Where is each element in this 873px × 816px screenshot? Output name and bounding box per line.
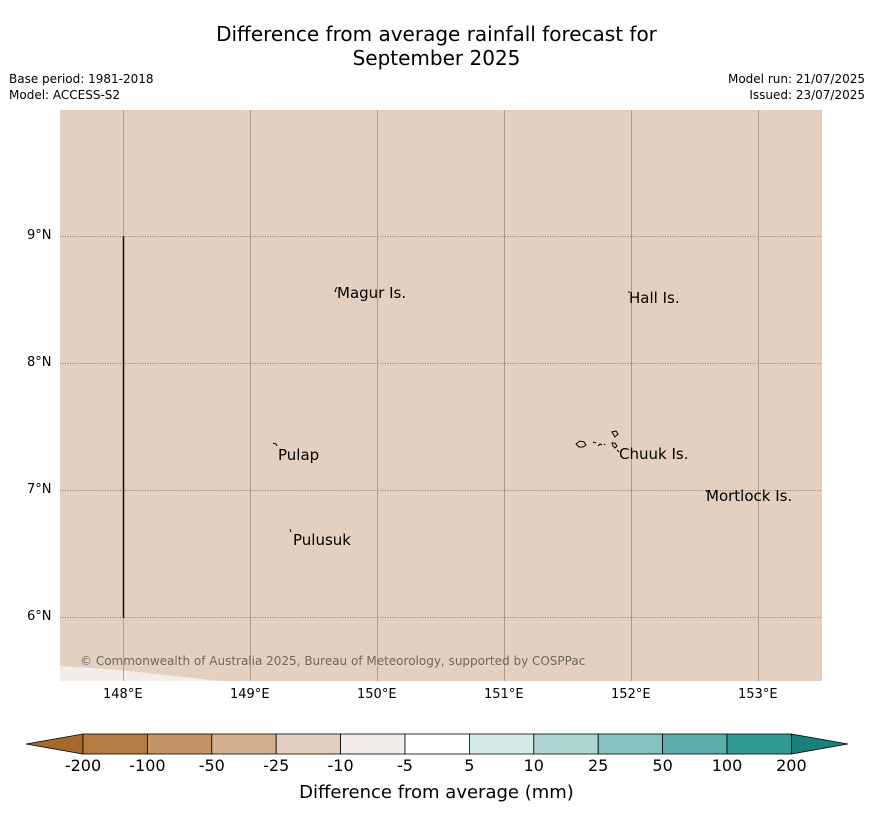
colorbar-label: Difference from average (mm) <box>299 782 574 803</box>
lat-label-6n: 6°N <box>27 609 52 624</box>
meta-right: Model run: 21/07/2025 Issued: 23/07/2025 <box>728 71 865 103</box>
place-pulusuk: Pulusuk <box>293 531 351 549</box>
meta-left: Base period: 1981-2018 Model: ACCESS-S2 <box>9 71 154 103</box>
place-pulap: Pulap <box>278 446 320 464</box>
issued-date: Issued: 23/07/2025 <box>749 88 865 102</box>
colorbar-tick-label: 200 <box>776 756 807 775</box>
colorbar-box <box>533 733 599 755</box>
lon-label-149e: 149°E <box>230 687 270 702</box>
colorbar-tick-label: 100 <box>711 756 743 775</box>
colorbar-box <box>726 733 792 755</box>
place-mortlock-is: Mortlock Is. <box>706 487 793 505</box>
lighter-rainfall-region <box>60 666 220 681</box>
map-graphics <box>60 110 822 681</box>
lon-label-148e: 148°E <box>103 687 143 702</box>
copyright-notice: © Commonwealth of Australia 2025, Bureau… <box>80 654 586 668</box>
place-magur-is: Magur Is. <box>337 284 407 302</box>
place-hall-is: Hall Is. <box>629 289 680 307</box>
parallel-gridlines <box>60 236 822 618</box>
colorbar-box <box>597 733 664 755</box>
model-name: Model: ACCESS-S2 <box>9 88 121 102</box>
title-line-2: September 2025 <box>352 46 521 70</box>
colorbar-tick-label: 5 <box>464 756 475 775</box>
colorbar-box <box>146 733 213 755</box>
colorbar-tick-label: 25 <box>588 756 609 775</box>
lat-label-9n: 9°N <box>27 228 52 243</box>
model-run: Model run: 21/07/2025 <box>727 72 865 86</box>
lon-label-151e: 151°E <box>484 687 524 702</box>
colorbar-box <box>340 733 406 755</box>
colorbar-extend-low <box>25 733 84 755</box>
lat-label-7n: 7°N <box>27 482 52 497</box>
colorbar-boxes <box>25 733 849 755</box>
pulusuk-island <box>289 528 292 533</box>
colorbar-tick-label: -10 <box>327 756 354 775</box>
colorbar-tick-label: -50 <box>198 756 225 775</box>
colorbar-box <box>82 733 148 755</box>
island-outlines <box>272 286 708 533</box>
mortlock-island <box>705 489 708 493</box>
title-line-1: Difference from average rainfall forecas… <box>216 22 657 46</box>
lon-label-152e: 152°E <box>611 687 651 702</box>
colorbar-tick-label: -5 <box>397 756 413 775</box>
lat-label-8n: 8°N <box>27 355 52 370</box>
colorbar-box <box>662 733 728 755</box>
colorbar-tick-label: -100 <box>129 756 166 775</box>
colorbar-box <box>211 733 277 755</box>
colorbar-box <box>468 733 535 755</box>
lon-label-153e: 153°E <box>738 687 778 702</box>
magur-island <box>334 286 338 293</box>
base-period: Base period: 1981-2018 <box>9 72 154 86</box>
colorbar-tick-label: 10 <box>523 756 544 775</box>
lon-label-150e: 150°E <box>357 687 397 702</box>
meridian-gridlines <box>123 110 759 681</box>
map-area: © Commonwealth of Australia 2025, Bureau… <box>60 110 822 681</box>
pulap-island <box>272 442 278 447</box>
colorbar-extend-high <box>791 733 849 755</box>
map-title: Difference from average rainfall forecas… <box>0 22 873 70</box>
colorbar-tick-label: 50 <box>652 756 673 775</box>
place-chuuk-is: Chuuk Is. <box>619 445 689 463</box>
colorbar-tick-label: -200 <box>64 756 102 775</box>
chuuk-lagoon <box>575 430 620 453</box>
colorbar-tick-label: -25 <box>263 756 290 775</box>
colorbar-box <box>275 733 342 755</box>
colorbar-box <box>404 733 470 755</box>
